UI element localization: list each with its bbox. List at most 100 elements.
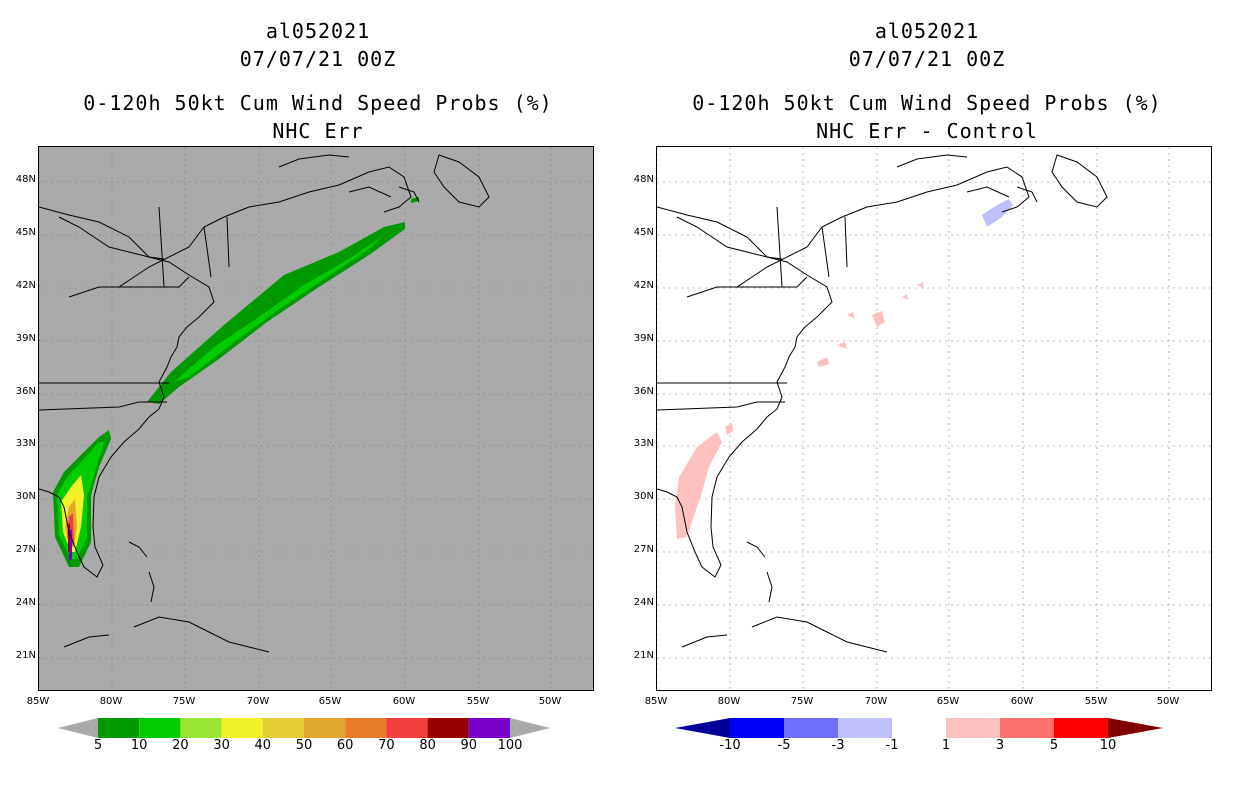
right-title-storm: al052021 xyxy=(874,19,980,43)
left-map-svg xyxy=(39,147,593,690)
colorbar-swatch xyxy=(784,718,838,738)
lat-label: 36N xyxy=(15,386,36,397)
left-colorbar-label: 90 xyxy=(460,738,478,753)
left-colorbar-label: 100 xyxy=(497,738,523,753)
colorbar-end-low xyxy=(675,718,730,738)
colorbar-swatch xyxy=(730,718,784,738)
lon-label: 60W xyxy=(392,696,416,707)
left-colorbar-label: 20 xyxy=(172,738,189,753)
coastline-segment xyxy=(681,634,728,648)
left-title-storm: al052021 xyxy=(265,19,371,43)
colorbar-swatch xyxy=(139,718,181,738)
lon-label: 55W xyxy=(1084,696,1108,707)
colorbar-swatch xyxy=(1054,718,1108,738)
lat-label: 21N xyxy=(633,650,654,661)
colorbar-swatch xyxy=(221,718,263,738)
colorbar-swatch xyxy=(838,718,892,738)
lat-label: 21N xyxy=(15,650,36,661)
colorbar-swatch xyxy=(98,718,140,738)
lon-label: 75W xyxy=(172,696,196,707)
right-diff-atl-pos xyxy=(817,282,924,367)
right-diff-fl-pos xyxy=(675,423,733,539)
coastline-segment xyxy=(1016,186,1038,203)
left-title-date: 07/07/21 00Z xyxy=(239,47,397,71)
lon-label: 50W xyxy=(1156,696,1180,707)
colorbar-swatch xyxy=(262,718,304,738)
coastline-segment xyxy=(751,616,888,653)
lat-label: 39N xyxy=(633,333,654,344)
coastline-segment xyxy=(776,206,783,288)
coastline-segment xyxy=(398,186,420,203)
coastline-segment xyxy=(39,401,167,411)
right-colorbar-label: -10 xyxy=(719,738,741,753)
colorbars-svg xyxy=(58,718,1163,738)
lon-label: 80W xyxy=(717,696,741,707)
colorbar-swatch xyxy=(386,718,428,738)
colorbar-swatch xyxy=(180,718,222,738)
lon-label: 85W xyxy=(26,696,50,707)
lon-label: 55W xyxy=(466,696,490,707)
left-map-panel xyxy=(38,146,594,691)
coastline-segment xyxy=(821,226,830,278)
lon-label: 80W xyxy=(99,696,123,707)
coastline-segment xyxy=(111,276,190,288)
right-map-panel xyxy=(656,146,1212,691)
coastline-segment xyxy=(203,226,212,278)
right-title-subtitle: NHC Err - Control xyxy=(816,119,1038,143)
colorbar-end-low xyxy=(58,718,98,738)
colorbar-swatch xyxy=(304,718,346,738)
left-colorbar-label: 60 xyxy=(336,738,354,753)
coastline-segment xyxy=(278,154,350,168)
lat-label: 24N xyxy=(15,597,36,608)
lat-label: 30N xyxy=(633,491,654,502)
lat-label: 42N xyxy=(633,280,654,291)
right-colorbar-label: 5 xyxy=(1049,738,1059,753)
lat-label: 48N xyxy=(633,174,654,185)
coastline-segment xyxy=(729,276,808,288)
right-colorbar xyxy=(675,718,1163,738)
left-title-subtitle: NHC Err xyxy=(272,119,364,143)
lat-label: 39N xyxy=(15,333,36,344)
lat-label: 27N xyxy=(633,544,654,555)
coastline-segment xyxy=(63,634,110,648)
left-colorbar-label: 10 xyxy=(130,738,148,753)
colorbar-swatch xyxy=(427,718,469,738)
right-title-date: 07/07/21 00Z xyxy=(848,47,1006,71)
coastline-segment xyxy=(128,541,148,558)
lat-label: 36N xyxy=(633,386,654,397)
left-colorbar-label: 70 xyxy=(378,738,395,753)
lon-label: 75W xyxy=(790,696,814,707)
right-title-product: 0-120h 50kt Cum Wind Speed Probs (%) xyxy=(692,91,1162,115)
lat-label: 33N xyxy=(633,438,654,449)
lat-label: 45N xyxy=(633,227,654,238)
lon-label: 50W xyxy=(538,696,562,707)
lat-label: 45N xyxy=(15,227,36,238)
lon-label: 65W xyxy=(318,696,342,707)
left-colorbar-label: 5 xyxy=(93,738,103,753)
left-title-product: 0-120h 50kt Cum Wind Speed Probs (%) xyxy=(83,91,553,115)
coastline-segment xyxy=(58,216,165,260)
left-coastlines xyxy=(39,154,490,653)
coastline-segment xyxy=(657,206,833,578)
right-colorbar-label: -3 xyxy=(831,738,845,753)
right-grid xyxy=(657,147,1211,690)
lon-label: 85W xyxy=(644,696,668,707)
colorbar-end-high xyxy=(1108,718,1163,738)
right-colorbar-label: -5 xyxy=(777,738,791,753)
colorbar-swatch xyxy=(1000,718,1054,738)
colorbar-swatch xyxy=(892,718,946,738)
left-colorbar-label: 30 xyxy=(213,738,230,753)
right-colorbar-label: 10 xyxy=(1099,738,1117,753)
colorbar-end-high xyxy=(510,718,550,738)
left-colorbar-label: 50 xyxy=(295,738,313,753)
coastline-segment xyxy=(896,154,968,168)
colorbar-swatch xyxy=(468,718,510,738)
coastline-segment xyxy=(844,216,848,268)
coastline-segment xyxy=(766,571,773,603)
lat-label: 30N xyxy=(15,491,36,502)
colorbar-swatch xyxy=(345,718,387,738)
lat-label: 27N xyxy=(15,544,36,555)
lat-label: 48N xyxy=(15,174,36,185)
coastline-segment xyxy=(348,186,392,198)
coastline-segment xyxy=(68,166,412,298)
